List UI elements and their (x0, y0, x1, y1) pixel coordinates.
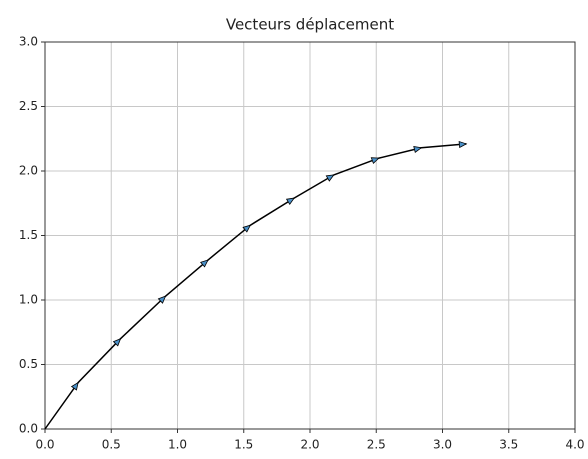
arrow-head (325, 174, 335, 182)
x-tick-label: 3.0 (433, 438, 452, 452)
arrow-head (200, 259, 209, 268)
x-tick-label: 0.5 (102, 438, 121, 452)
x-tick-label: 1.5 (234, 438, 253, 452)
y-tick-label: 0.5 (19, 357, 38, 371)
x-tick-label: 1.0 (168, 438, 187, 452)
y-tick-label: 0.0 (19, 422, 38, 436)
plot-frame (44, 41, 576, 430)
y-tick-label: 1.0 (19, 293, 38, 307)
y-tick-label: 2.5 (19, 99, 38, 113)
arrow-head (413, 146, 423, 154)
y-tick-label: 1.5 (19, 228, 38, 242)
arrow-head (285, 197, 295, 206)
y-tick-label: 3.0 (19, 35, 38, 49)
arrow-head (70, 381, 79, 391)
chart-title: Vecteurs déplacement (226, 16, 394, 34)
trajectory (44, 143, 467, 430)
x-tick-label: 2.5 (367, 438, 386, 452)
x-tick-label: 4.0 (565, 438, 584, 452)
arrow-head (370, 157, 380, 165)
y-tick-label: 2.0 (19, 164, 38, 178)
x-tick-label: 2.0 (300, 438, 319, 452)
x-tick-label: 3.5 (499, 438, 518, 452)
arrow-head (157, 295, 167, 304)
x-tick-label: 0.0 (35, 438, 54, 452)
arrow-head (242, 224, 252, 233)
arrow-head (112, 337, 122, 347)
arrow-head (458, 140, 468, 149)
